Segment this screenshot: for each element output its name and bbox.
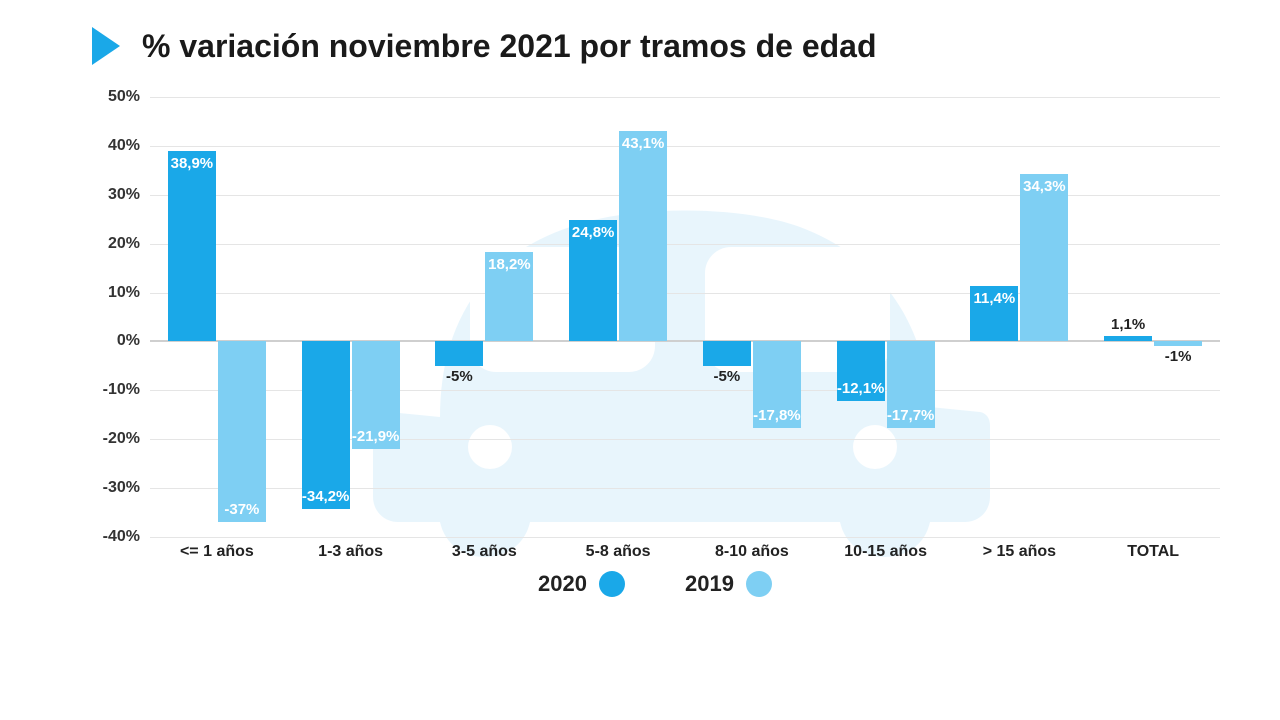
legend-swatch-icon	[599, 571, 625, 597]
bar-value-label: 11,4%	[974, 290, 1016, 307]
x-tick-label: 5-8 años	[586, 543, 651, 561]
bar: 34,3%	[1020, 174, 1068, 342]
x-tick-label: TOTAL	[1127, 543, 1179, 561]
bar: 38,9%	[168, 151, 216, 341]
bar-value-label: 34,3%	[1023, 178, 1066, 195]
bar: 11,4%	[970, 286, 1018, 342]
y-tick-label: 10%	[108, 284, 140, 302]
plot-area: -40%-30%-20%-10%0%10%20%30%40%50%38,9%-3…	[150, 97, 1220, 537]
x-tick-label: 1-3 años	[318, 543, 383, 561]
x-axis-labels: <= 1 años 1-3 años 3-5 años 5-8 años 8-10 añ…	[150, 543, 1220, 567]
chart-area: -40%-30%-20%-10%0%10%20%30%40%50%38,9%-3…	[90, 97, 1220, 607]
y-tick-label: -10%	[103, 381, 140, 399]
bar	[703, 341, 751, 365]
bar: -21,9%	[352, 341, 400, 448]
legend-item-2020: 2020	[538, 571, 625, 597]
bars-layer: 38,9%-37%-34,2%-21,9%-5%18,2%24,8%43,1%-…	[150, 97, 1220, 537]
bar: -17,7%	[887, 341, 935, 428]
bar-value-label: -5%	[714, 368, 741, 385]
legend-label: 2020	[538, 571, 587, 597]
bar: -17,8%	[753, 341, 801, 428]
y-tick-label: 30%	[108, 186, 140, 204]
bar-value-label: -21,9%	[352, 428, 400, 445]
y-tick-label: 20%	[108, 235, 140, 253]
legend: 2020 2019	[90, 571, 1220, 597]
bar: 43,1%	[619, 131, 667, 342]
x-tick-label: 8-10 años	[715, 543, 789, 561]
bar: 18,2%	[485, 252, 533, 341]
bar: -12,1%	[837, 341, 885, 400]
bar	[435, 341, 483, 365]
y-tick-label: 50%	[108, 88, 140, 106]
bar-value-label: -17,7%	[887, 407, 935, 424]
header: % variación noviembre 2021 por tramos de…	[90, 25, 1250, 67]
x-tick-label: <= 1 años	[180, 543, 254, 561]
bar-value-label: -37%	[224, 501, 259, 518]
bar-value-label: -17,8%	[753, 407, 801, 424]
y-tick-label: -20%	[103, 430, 140, 448]
chart-container: % variación noviembre 2021 por tramos de…	[0, 0, 1280, 720]
bar: -34,2%	[302, 341, 350, 508]
legend-swatch-icon	[746, 571, 772, 597]
bar	[1154, 341, 1202, 346]
bar-value-label: -34,2%	[302, 488, 350, 505]
legend-item-2019: 2019	[685, 571, 772, 597]
x-tick-label: > 15 años	[983, 543, 1056, 561]
x-tick-label: 10-15 años	[844, 543, 927, 561]
bar	[1104, 336, 1152, 341]
bar-value-label: 43,1%	[622, 135, 665, 152]
bar-value-label: 1,1%	[1111, 316, 1145, 333]
y-tick-label: 0%	[117, 332, 140, 350]
arrow-right-icon	[90, 25, 124, 67]
bar-value-label: 38,9%	[171, 155, 214, 172]
x-tick-label: 3-5 años	[452, 543, 517, 561]
bar-value-label: 18,2%	[488, 256, 531, 273]
bar: 24,8%	[569, 220, 617, 341]
legend-label: 2019	[685, 571, 734, 597]
y-tick-label: 40%	[108, 137, 140, 155]
grid-line	[150, 537, 1220, 538]
chart-title: % variación noviembre 2021 por tramos de…	[142, 28, 877, 65]
bar-value-label: -12,1%	[837, 380, 885, 397]
bar: -37%	[218, 341, 266, 522]
bar-value-label: 24,8%	[572, 224, 615, 241]
y-tick-label: -40%	[103, 528, 140, 546]
bar-value-label: -5%	[446, 368, 473, 385]
bar-value-label: -1%	[1165, 348, 1192, 365]
y-tick-label: -30%	[103, 479, 140, 497]
